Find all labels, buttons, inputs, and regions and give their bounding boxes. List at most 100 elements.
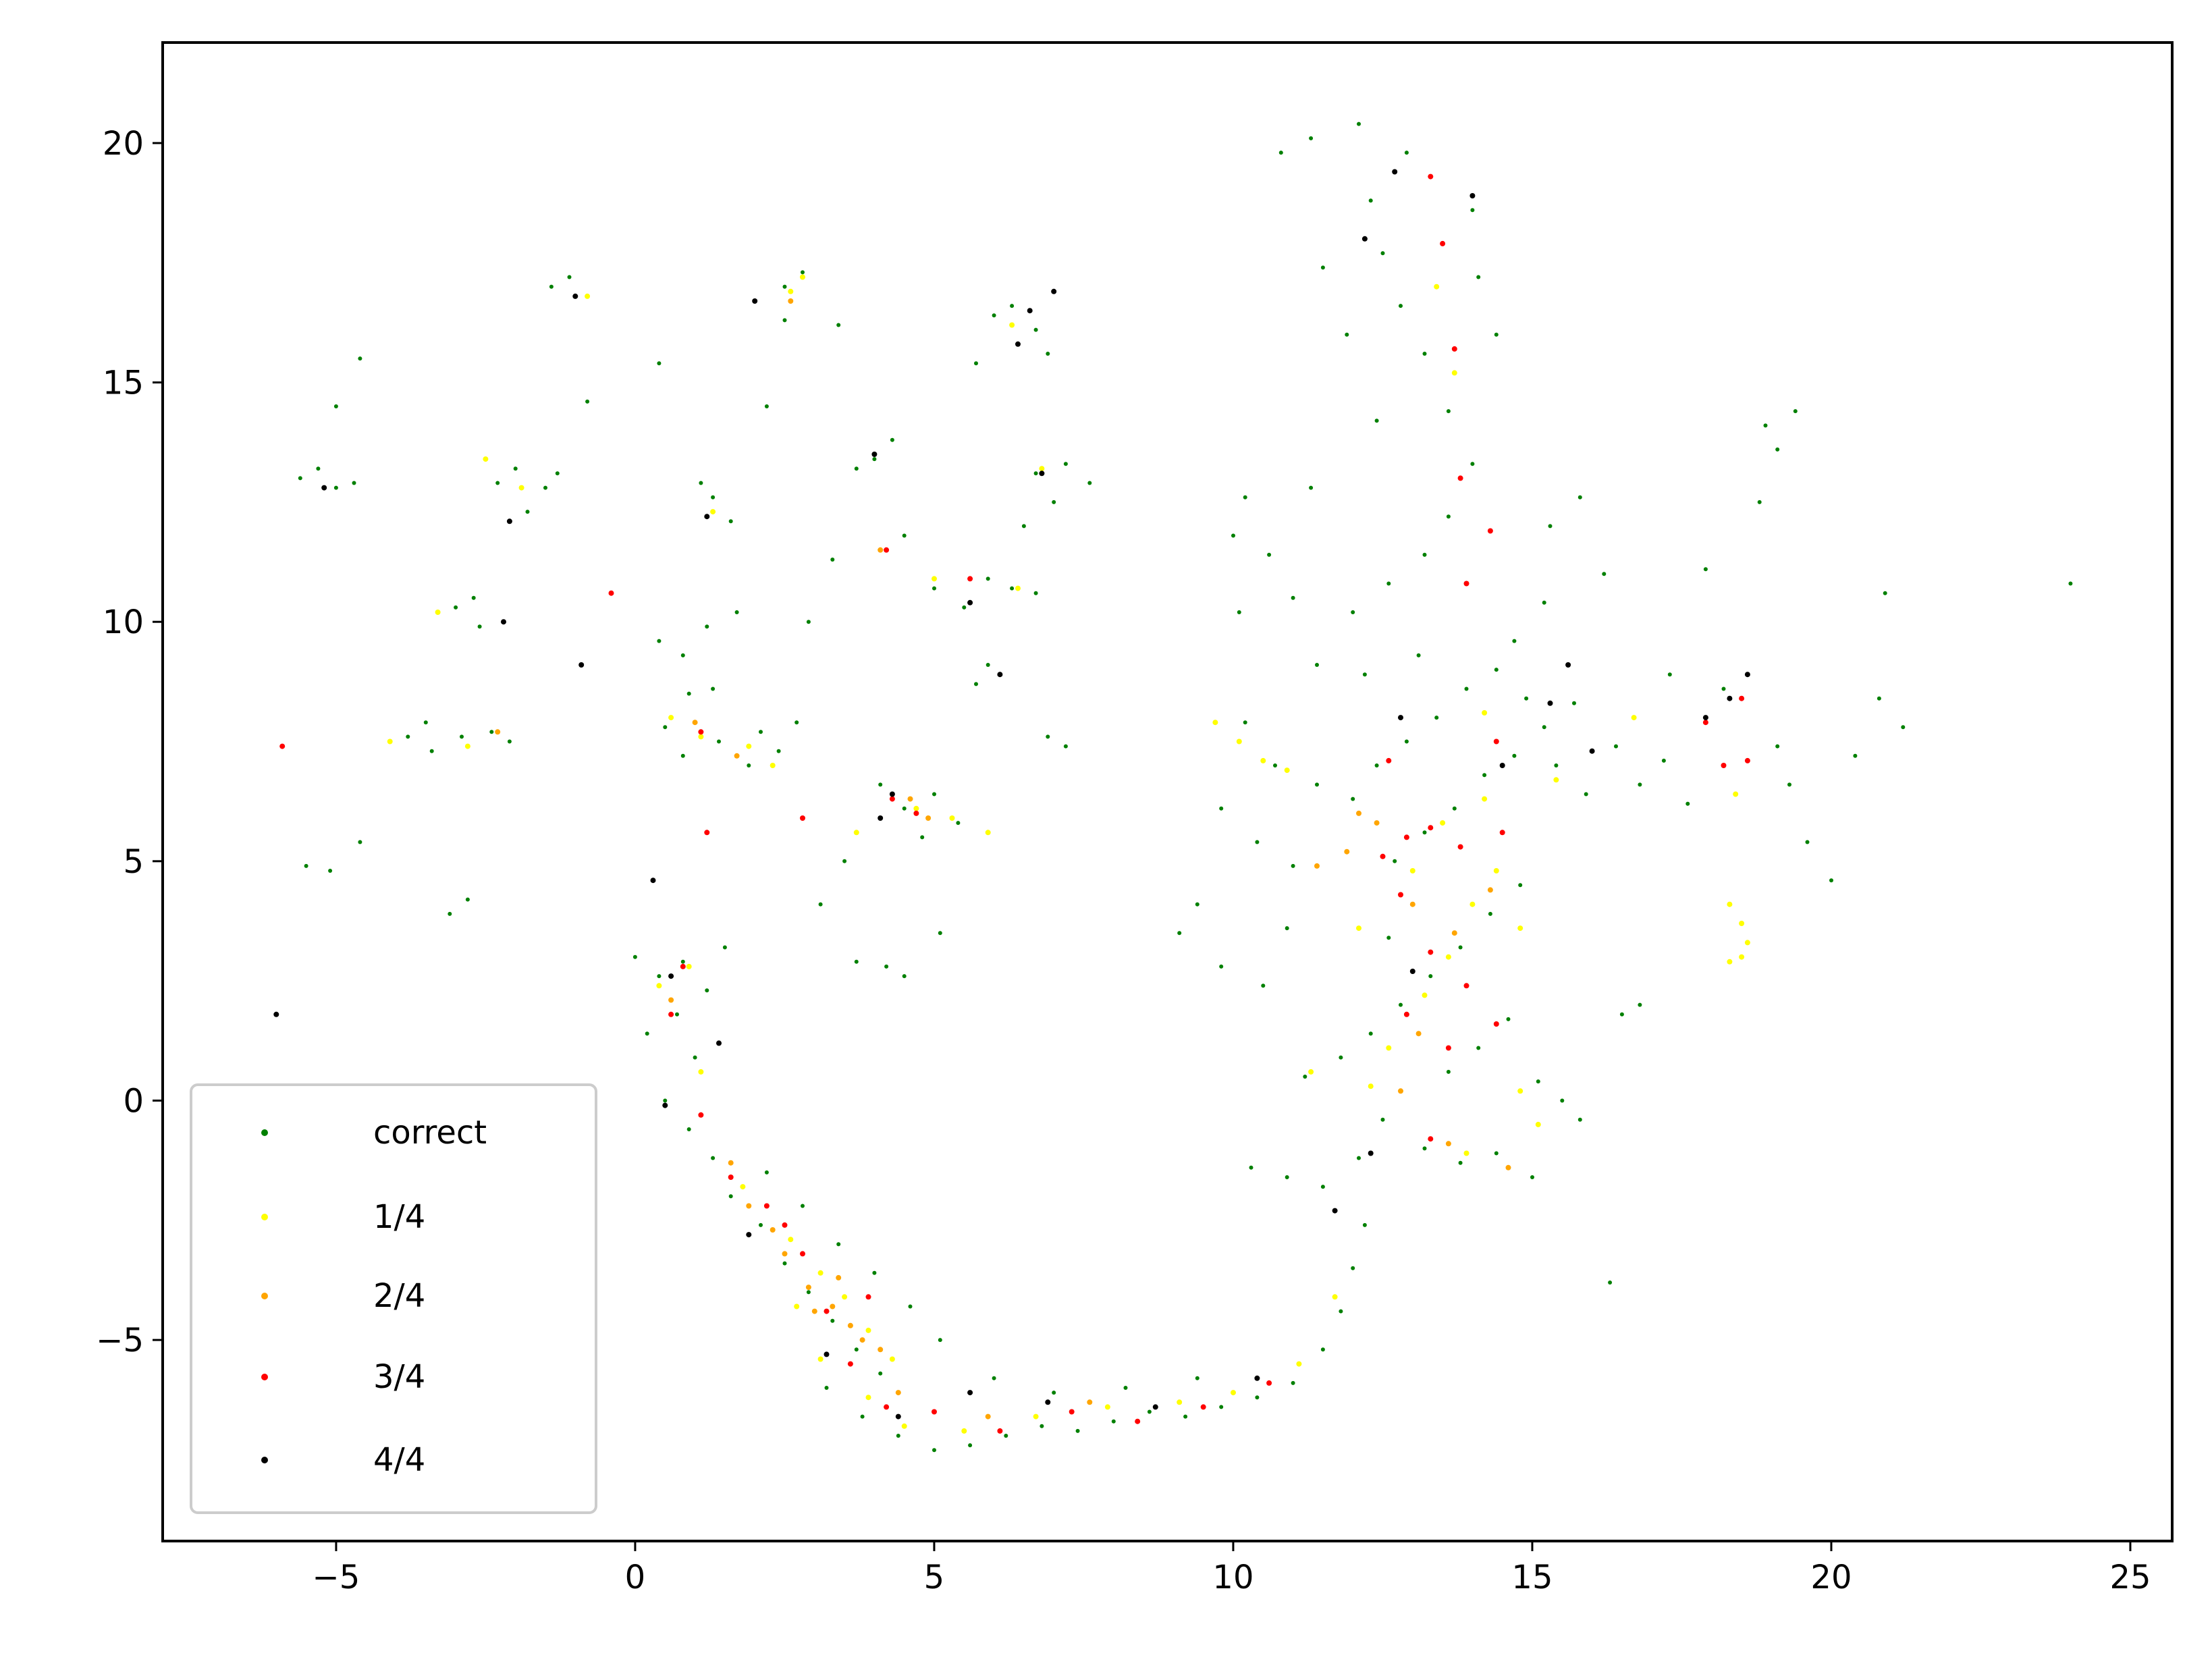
data-point — [1357, 122, 1361, 126]
data-point — [686, 691, 691, 696]
data-point — [836, 1242, 841, 1247]
data-point — [806, 1290, 811, 1295]
data-point — [1267, 552, 1272, 557]
data-point — [895, 1390, 901, 1396]
data-point — [483, 456, 489, 462]
data-point — [811, 1308, 817, 1314]
data-point — [824, 1308, 830, 1314]
legend-marker-1-4 — [261, 1214, 268, 1220]
data-point — [1278, 151, 1283, 155]
data-point — [728, 1194, 733, 1199]
data-point — [746, 743, 752, 749]
data-point — [1147, 1409, 1152, 1414]
data-point — [632, 954, 637, 959]
data-point — [1362, 1222, 1367, 1227]
data-point — [711, 495, 716, 500]
legend-marker-2-4 — [261, 1293, 268, 1299]
data-point — [1703, 567, 1708, 572]
data-point — [1506, 1017, 1511, 1021]
data-point — [1357, 1156, 1361, 1160]
data-point — [985, 1413, 991, 1420]
data-point — [878, 1347, 884, 1353]
data-point — [805, 1285, 811, 1291]
data-point — [567, 275, 572, 279]
data-point — [465, 897, 470, 902]
data-point — [693, 1055, 697, 1060]
data-point — [692, 720, 698, 726]
data-point — [1524, 696, 1529, 701]
legend-marker-correct — [261, 1129, 268, 1136]
data-point — [968, 1443, 973, 1448]
data-point — [1398, 892, 1403, 898]
data-point — [1087, 1399, 1093, 1405]
data-point — [1739, 954, 1745, 960]
data-point — [1351, 797, 1355, 801]
data-point — [1739, 695, 1745, 701]
data-point — [1638, 782, 1642, 787]
data-point — [668, 1011, 674, 1017]
data-point — [1320, 265, 1325, 270]
data-point — [746, 1203, 752, 1209]
data-point — [1009, 322, 1015, 328]
data-point — [1744, 940, 1750, 946]
data-point — [1063, 462, 1068, 466]
data-point — [1775, 447, 1780, 452]
data-point — [1469, 901, 1476, 907]
data-point — [668, 715, 674, 721]
data-point — [1457, 475, 1463, 481]
x-tick-label: 15 — [1511, 1559, 1553, 1596]
data-point — [1152, 1404, 1158, 1410]
data-point — [1428, 949, 1434, 955]
data-point — [1482, 773, 1487, 778]
data-point — [884, 1404, 890, 1410]
data-point — [1309, 136, 1314, 140]
data-point — [1493, 738, 1499, 745]
data-point — [902, 806, 907, 811]
y-tick-label: 15 — [103, 365, 144, 402]
data-point — [1040, 1424, 1044, 1428]
data-point — [1565, 662, 1571, 668]
data-point — [1757, 500, 1762, 504]
data-point — [895, 1413, 901, 1420]
axes-frame — [161, 41, 2174, 1542]
data-point — [460, 734, 464, 739]
data-point — [1422, 552, 1427, 557]
data-point — [1763, 423, 1768, 428]
data-point — [578, 662, 585, 668]
data-point — [1339, 1309, 1343, 1314]
data-point — [759, 730, 763, 734]
data-point — [986, 663, 990, 667]
data-point — [506, 518, 512, 524]
data-point — [543, 485, 547, 490]
data-point — [764, 404, 769, 408]
data-point — [1584, 792, 1588, 797]
data-point — [675, 1012, 679, 1017]
data-point — [1399, 304, 1403, 308]
data-point — [932, 1448, 936, 1453]
data-point — [645, 1031, 649, 1036]
data-point — [1404, 151, 1409, 155]
data-point — [1733, 791, 1739, 797]
data-point — [1727, 695, 1733, 701]
data-point — [830, 1318, 835, 1323]
data-point — [1386, 581, 1391, 586]
data-point — [1445, 954, 1451, 960]
legend-marker-4-4 — [261, 1457, 268, 1463]
data-point — [429, 749, 434, 753]
data-point — [686, 963, 692, 969]
data-point — [794, 1303, 800, 1310]
data-point — [1614, 744, 1618, 749]
legend-label-2-4: 2/4 — [373, 1277, 425, 1315]
data-point — [680, 753, 685, 758]
data-point — [680, 963, 686, 969]
data-point — [1344, 848, 1350, 855]
legend-label-correct: correct — [373, 1114, 487, 1152]
data-point — [902, 533, 907, 538]
data-point — [464, 743, 470, 749]
data-point — [1470, 462, 1475, 466]
x-tick-label: 10 — [1212, 1559, 1253, 1596]
data-point — [1351, 1266, 1355, 1270]
data-point — [997, 672, 1003, 678]
data-point — [1362, 672, 1367, 677]
data-point — [847, 1322, 853, 1328]
